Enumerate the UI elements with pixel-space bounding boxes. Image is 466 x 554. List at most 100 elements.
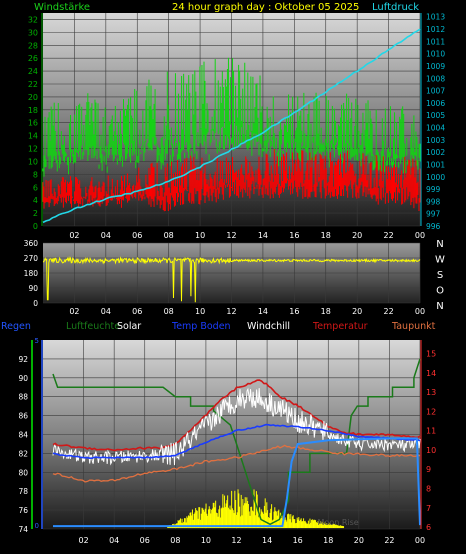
y-tick-label: 1004 [426,124,445,133]
chart3-x-labels: 02 04 06 08 10 12 14 16 18 20 22 00 [78,536,425,545]
x-tick-label: 20 [352,231,362,240]
y-tick-label: 11 [426,427,436,436]
y-tick-label: 84 [18,431,28,440]
y-tick-label: 24 [28,67,38,76]
x-tick-label: 14 [258,231,268,240]
y-tick-label: 1007 [426,87,445,96]
wind-direction-line [42,256,421,303]
x-tick-label: 06 [132,231,142,240]
y-tick-label: 9 [426,465,431,474]
chart2-grid [43,242,421,304]
y-tick-label: 12 [28,145,38,154]
x-tick-label: 00 [415,536,425,545]
y-tick-label: 999 [426,185,441,194]
y-tick-label: 1013 [426,13,445,22]
x-tick-label: 16 [289,307,299,316]
regen-tick-label: 0 [35,522,39,530]
x-tick-label: 18 [321,231,331,240]
y-tick-label: 1010 [426,50,445,59]
x-tick-label: 10 [201,536,211,545]
x-tick-label: 08 [170,536,180,545]
regen-line [53,437,421,528]
compass-label: W [435,255,445,266]
compass-label: N [436,301,443,312]
y-tick-label: 10 [426,446,436,455]
chart3-y-right-labels: 6 7 8 9 10 11 12 13 14 15 [420,340,436,532]
y-tick-label: 28 [28,41,38,50]
y-tick-label: 998 [426,197,441,206]
y-tick-label: 74 [18,525,28,534]
y-tick-label: 88 [18,393,28,402]
y-tick-label: 997 [426,210,441,219]
y-tick-label: 1012 [426,25,445,34]
y-tick-label: 996 [426,222,441,231]
y-tick-label: 78 [18,487,28,496]
y-tick-label: 15 [426,350,436,359]
y-tick-label: 16 [28,119,38,128]
chart3-y-left-labels: 74 76 78 80 82 84 86 88 90 92 [18,340,33,534]
compass-label: N [436,239,443,250]
y-tick-label: 20 [28,93,38,102]
x-tick-label: 14 [258,307,268,316]
x-tick-label: 18 [321,307,331,316]
x-tick-label: 12 [226,231,236,240]
compass-label: O [436,286,444,297]
wind-series [42,57,421,179]
regen-axis: 50 [35,337,43,530]
y-tick-label: 180 [24,269,39,278]
y-tick-label: 22 [28,80,38,89]
y-tick-label: 30 [28,28,38,37]
y-tick-label: 6 [33,183,38,192]
y-tick-label: 1002 [426,148,445,157]
y-tick-label: 1008 [426,74,445,83]
x-tick-label: 02 [78,536,88,545]
header-title: 24 hour graph day : Oktober 05 2025 [172,2,359,13]
x-tick-label: 04 [109,536,119,545]
x-tick-label: 20 [354,536,364,545]
y-tick-label: 1005 [426,111,445,120]
y-tick-label: 10 [28,157,38,166]
y-tick-label: 90 [18,374,28,383]
compass-label: S [437,270,443,281]
x-tick-label: 22 [384,536,394,545]
y-tick-label: 76 [18,506,28,515]
y-tick-label: 18 [28,106,38,115]
x-tick-label: 06 [140,536,150,545]
y-tick-label: 92 [18,355,28,364]
x-tick-label: 02 [69,307,79,316]
chart2-y-labels: 0 90 180 270 360 [24,239,39,308]
y-tick-label: 0 [33,222,38,231]
chart1-y-right-labels: 996 997 998 999 1000 1001 1002 1003 1004 1005 1006… [420,13,445,231]
x-tick-label: 02 [69,231,79,240]
y-tick-label: 360 [24,239,39,248]
y-tick-label: 2 [33,209,38,218]
x-tick-label: 08 [164,307,174,316]
x-tick-label: 16 [289,231,299,240]
x-tick-label: 12 [226,307,236,316]
y-tick-label: 1001 [426,160,445,169]
x-tick-label: 22 [383,231,393,240]
y-tick-label: 26 [28,54,38,63]
x-tick-label: 18 [323,536,333,545]
y-tick-label: 1011 [426,37,445,46]
legend-item: Temp Boden [171,321,231,332]
x-tick-label: 10 [195,231,205,240]
x-tick-label: 22 [383,307,393,316]
y-tick-label: 6 [426,523,431,532]
y-tick-label: 1009 [426,62,445,71]
y-tick-label: 32 [28,15,38,24]
temperatur-line [52,379,421,452]
legend-item: Regen [1,321,31,332]
x-tick-label: 12 [231,536,241,545]
y-tick-label: 7 [426,504,431,513]
windchill-line [52,387,421,466]
legend-item: Windchill [247,321,290,332]
legend-item: Temperatur [312,321,368,332]
moon-rise-annotation: Moon Rise [318,518,359,527]
x-tick-label: 00 [415,231,425,240]
y-tick-label: 80 [18,468,28,477]
y-tick-label: 12 [426,407,436,416]
chart3-series [52,358,421,529]
